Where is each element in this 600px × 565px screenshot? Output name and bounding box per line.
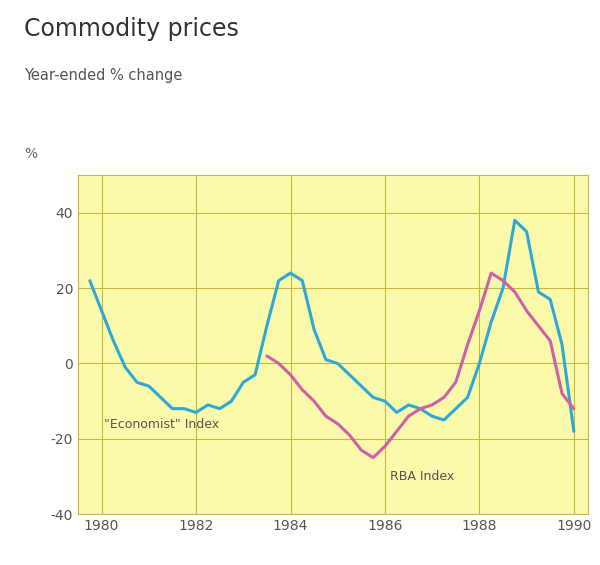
Text: "Economist" Index: "Economist" Index xyxy=(104,418,219,431)
Text: Year-ended % change: Year-ended % change xyxy=(24,68,182,83)
Text: Commodity prices: Commodity prices xyxy=(24,17,239,41)
Text: %: % xyxy=(24,147,37,161)
Text: RBA Index: RBA Index xyxy=(389,470,454,483)
